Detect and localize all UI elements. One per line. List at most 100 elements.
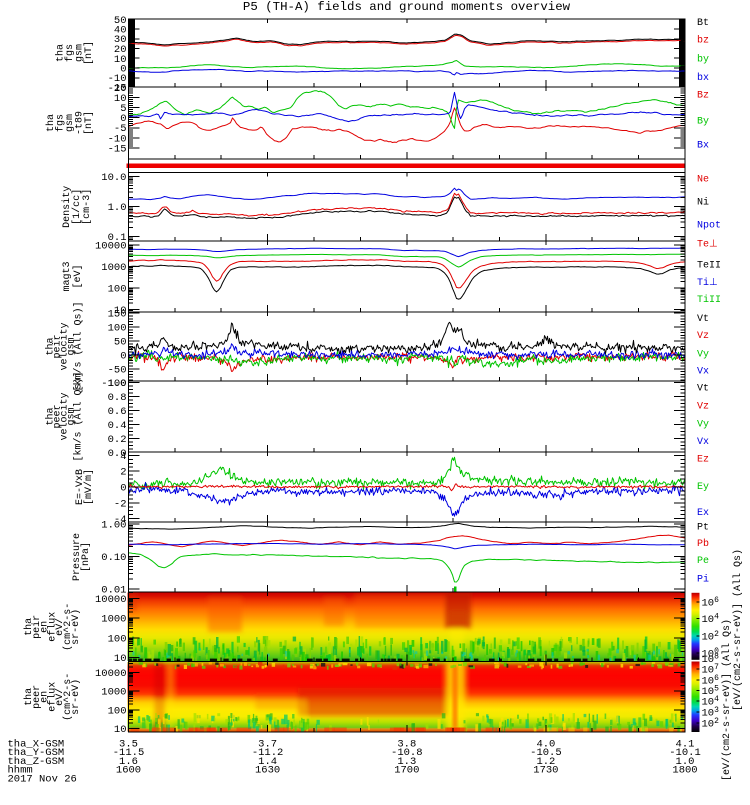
svg-text:fgs: fgs: [55, 114, 67, 132]
svg-text:1.2: 1.2: [536, 756, 555, 768]
svg-text:bx: bx: [697, 72, 709, 84]
svg-text:1.6: 1.6: [119, 756, 138, 768]
svg-text:2017 Nov 26: 2017 Nov 26: [8, 774, 77, 786]
svg-text:Ex: Ex: [697, 508, 709, 519]
svg-text:50: 50: [114, 15, 127, 27]
svg-text:0.6: 0.6: [108, 406, 127, 418]
svg-text:0: 0: [120, 483, 126, 495]
svg-text:tha: tha: [23, 618, 35, 636]
svg-text:gsm: gsm: [67, 337, 78, 355]
svg-text:Ni: Ni: [697, 197, 709, 209]
svg-text:sr-eV): sr-eV): [70, 679, 82, 715]
svg-text:By: By: [697, 117, 709, 128]
svg-text:Ne: Ne: [697, 175, 709, 186]
svg-text:0.4: 0.4: [108, 420, 127, 432]
svg-text:Vx: Vx: [697, 437, 709, 448]
svg-text:by: by: [697, 53, 709, 65]
svg-text:10: 10: [114, 724, 127, 736]
svg-text:0.10: 0.10: [101, 552, 126, 564]
svg-text:100: 100: [108, 633, 127, 645]
svg-text:TeII: TeII: [697, 261, 721, 272]
svg-text:peer: peer: [53, 404, 64, 428]
svg-text:4.1: 4.1: [676, 738, 695, 750]
svg-text:Ez: Ez: [697, 455, 709, 466]
svg-text:1.00: 1.00: [101, 520, 126, 532]
svg-text:1630: 1630: [255, 765, 280, 777]
svg-text:[cm-3]: [cm-3]: [81, 189, 93, 225]
svg-text:1000: 1000: [101, 614, 126, 626]
svg-text:0: 0: [120, 64, 126, 76]
svg-text:4: 4: [120, 451, 126, 463]
svg-text:2: 2: [120, 467, 126, 479]
svg-text:[eV/(cm2-s-sr-eV)] (All Qs): [eV/(cm2-s-sr-eV)] (All Qs): [721, 619, 733, 781]
svg-text:hhmm: hhmm: [8, 765, 33, 777]
svg-text:[nT]: [nT]: [83, 41, 95, 65]
svg-text:Vx: Vx: [697, 366, 709, 377]
svg-text:-2: -2: [114, 498, 127, 510]
svg-text:tha: tha: [45, 407, 57, 425]
svg-text:P5 (TH-A) fields and ground mo: P5 (TH-A) fields and ground moments over…: [243, 0, 571, 14]
svg-text:-t89: -t89: [75, 111, 86, 135]
svg-text:[1/cc]: [1/cc]: [71, 189, 83, 225]
svg-text:30: 30: [114, 34, 127, 46]
svg-text:1000: 1000: [101, 687, 126, 699]
svg-text:-10.5: -10.5: [530, 747, 562, 759]
svg-text:tha_Y-GSM: tha_Y-GSM: [8, 747, 65, 759]
svg-text:15: 15: [114, 83, 127, 95]
svg-text:10: 10: [114, 305, 127, 317]
svg-text:peir: peir: [31, 615, 43, 639]
svg-text:0: 0: [120, 350, 126, 362]
svg-text:Pressure: Pressure: [72, 533, 83, 581]
svg-text:gsm: gsm: [65, 114, 76, 132]
svg-text:Vz: Vz: [697, 402, 709, 413]
svg-text:-10.8: -10.8: [391, 747, 423, 759]
svg-text:0.2: 0.2: [108, 434, 127, 446]
svg-text:Bz: Bz: [697, 91, 709, 102]
svg-text:[nPa]: [nPa]: [80, 542, 92, 572]
svg-text:150: 150: [108, 309, 127, 321]
svg-text:1.0: 1.0: [676, 756, 695, 768]
svg-text:10: 10: [114, 54, 127, 66]
svg-text:0.01: 0.01: [101, 584, 126, 596]
svg-text:-4: -4: [114, 514, 127, 526]
svg-text:tha: tha: [45, 114, 57, 132]
svg-text:100: 100: [108, 284, 127, 296]
svg-text:[km/s (All Qs)]: [km/s (All Qs)]: [73, 371, 85, 461]
svg-text:-10: -10: [108, 73, 127, 85]
svg-text:tha: tha: [55, 44, 67, 62]
svg-text:5: 5: [120, 103, 126, 115]
svg-text:100: 100: [108, 705, 127, 717]
svg-text:-11.2: -11.2: [252, 747, 284, 759]
svg-text:0.0: 0.0: [108, 448, 127, 460]
svg-text:Density: Density: [61, 186, 73, 228]
svg-text:Pi: Pi: [697, 573, 709, 585]
svg-text:3.5: 3.5: [119, 738, 138, 750]
svg-text:10: 10: [114, 93, 127, 105]
svg-text:peir: peir: [52, 334, 64, 358]
svg-text:fgs: fgs: [64, 44, 76, 62]
svg-text:1.0: 1.0: [108, 378, 127, 390]
svg-text:10000: 10000: [95, 594, 127, 606]
svg-text:10: 10: [114, 653, 127, 665]
svg-text:tha_X-GSM: tha_X-GSM: [8, 738, 65, 750]
svg-text:[mV/m]: [mV/m]: [83, 469, 95, 505]
svg-text:(cm^2-s-: (cm^2-s-: [62, 673, 74, 721]
svg-text:10.0: 10.0: [101, 172, 126, 184]
svg-text:3.8: 3.8: [397, 738, 416, 750]
svg-text:10000: 10000: [95, 668, 127, 680]
svg-text:-10: -10: [108, 133, 127, 145]
svg-text:0.1: 0.1: [108, 232, 127, 244]
svg-text:10000: 10000: [95, 241, 127, 253]
svg-text:TiII: TiII: [697, 294, 721, 306]
svg-text:3.7: 3.7: [258, 738, 277, 750]
svg-text:-5: -5: [114, 123, 127, 135]
svg-text:0.8: 0.8: [108, 392, 127, 404]
svg-text:1.4: 1.4: [258, 756, 277, 768]
svg-text:1600: 1600: [116, 765, 141, 777]
svg-text:1.0: 1.0: [108, 202, 127, 214]
svg-text:Ey: Ey: [697, 482, 709, 493]
svg-text:1.3: 1.3: [397, 756, 416, 768]
svg-text:[eV/(cm2-s-sr-eV)] (All Qs): [eV/(cm2-s-sr-eV)] (All Qs): [732, 549, 744, 711]
svg-text:[km/s (All Qs)]: [km/s (All Qs)]: [73, 301, 85, 391]
svg-text:gsm: gsm: [67, 407, 78, 425]
